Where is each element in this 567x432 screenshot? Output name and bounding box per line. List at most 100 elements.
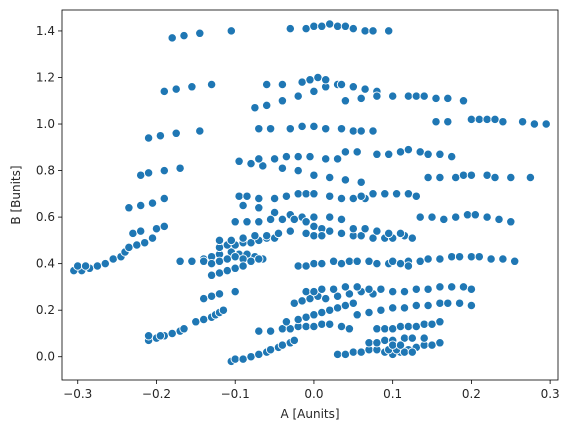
data-point [368, 189, 378, 199]
data-point [403, 321, 414, 332]
x-tick-label: 0.1 [383, 387, 402, 401]
data-point [376, 305, 386, 315]
data-point [384, 228, 394, 239]
data-point [140, 238, 150, 248]
data-point [73, 261, 83, 271]
data-point [214, 268, 225, 278]
data-point [388, 256, 398, 266]
data-point [384, 149, 394, 159]
data-point [340, 349, 351, 360]
plot-frame [61, 9, 559, 381]
data-point [301, 217, 311, 227]
data-point [136, 200, 146, 211]
data-point [368, 233, 378, 243]
data-point [431, 93, 441, 104]
data-point [388, 91, 398, 101]
data-point [332, 349, 343, 360]
data-point [265, 326, 276, 336]
data-point [132, 240, 142, 250]
data-point [486, 254, 496, 264]
y-tick-label: 0.2 [36, 303, 55, 317]
data-point [411, 91, 421, 101]
data-point [415, 147, 425, 157]
data-point [348, 298, 358, 308]
data-point [301, 261, 311, 271]
data-point [348, 82, 358, 92]
data-point [498, 254, 508, 264]
data-point [317, 21, 327, 31]
data-point [423, 254, 433, 264]
data-point [128, 228, 138, 239]
data-point [293, 189, 303, 199]
data-point [167, 33, 177, 43]
data-point [325, 191, 335, 201]
data-point [199, 256, 209, 266]
data-point [325, 172, 335, 183]
data-point [332, 303, 343, 313]
data-point [395, 340, 406, 350]
data-point [356, 177, 366, 187]
data-point [364, 256, 374, 266]
data-point [297, 121, 307, 132]
data-point [435, 317, 445, 327]
data-point [136, 226, 146, 236]
data-point [372, 149, 382, 159]
data-point [447, 151, 457, 162]
data-point [423, 172, 433, 183]
data-point [309, 258, 319, 269]
data-point [372, 338, 382, 348]
data-point [388, 324, 398, 334]
y-axis: 0.0 0.2 0.4 0.6 0.8 1.0 1.2 1.4 [36, 24, 62, 364]
data-point [195, 126, 205, 136]
data-point [388, 286, 398, 297]
data-point [368, 26, 378, 36]
data-point [289, 298, 299, 308]
data-point [490, 172, 500, 183]
data-point [423, 300, 433, 311]
data-point [336, 321, 347, 332]
x-tick-label: 0.0 [304, 387, 323, 401]
data-point [159, 193, 169, 204]
data-point [289, 214, 299, 225]
data-point [332, 21, 343, 31]
data-point [356, 191, 366, 201]
data-point [454, 252, 465, 262]
data-point [309, 189, 319, 199]
data-point [167, 328, 177, 339]
data-point [262, 100, 272, 111]
data-point [281, 317, 292, 327]
data-point [411, 321, 421, 332]
data-point [372, 91, 382, 101]
data-point [458, 282, 469, 292]
data-point [195, 28, 205, 38]
data-point [435, 298, 445, 308]
data-point [470, 210, 480, 220]
data-point [309, 321, 319, 332]
data-point [325, 212, 335, 222]
x-tick-label: −0.3 [63, 387, 92, 401]
data-point [427, 212, 437, 222]
data-point [494, 214, 504, 225]
data-point [175, 256, 185, 266]
scatter-points [69, 19, 551, 367]
data-point [506, 217, 516, 227]
data-point [309, 170, 319, 180]
data-point [309, 212, 319, 222]
data-point [395, 147, 406, 157]
data-point [395, 258, 406, 269]
data-point [506, 172, 516, 183]
data-point [407, 347, 417, 357]
data-point [462, 210, 473, 220]
data-point [344, 289, 355, 299]
data-point [92, 261, 103, 271]
data-point [250, 103, 260, 113]
data-point [175, 163, 185, 173]
data-point [281, 151, 292, 162]
data-point [265, 124, 276, 134]
data-point [466, 170, 477, 180]
y-axis-label: B [Bunits] [9, 165, 23, 224]
data-point [199, 314, 209, 325]
data-point [344, 324, 355, 334]
data-point [258, 161, 268, 171]
data-point [151, 224, 162, 234]
